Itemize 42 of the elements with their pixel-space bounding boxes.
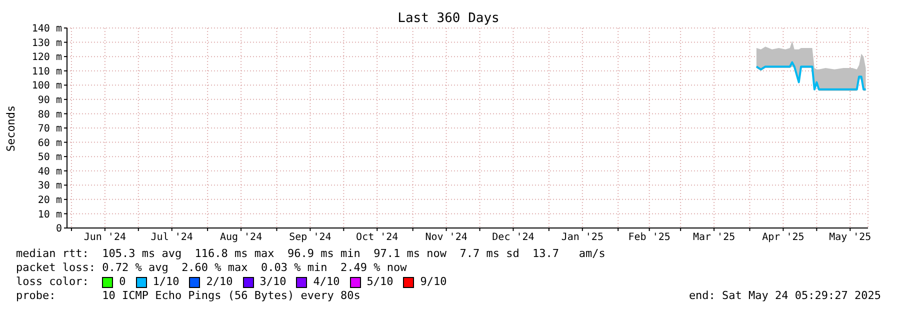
y-tick-label: 80 m <box>38 109 62 120</box>
y-tick-label: 0 <box>56 224 62 235</box>
text: probe: 10 ICMP Echo Pings (56 Bytes) every 80s <box>16 289 360 303</box>
y-tick-label: 110 m <box>32 66 62 78</box>
x-tick-label: Apr '25 <box>762 232 804 244</box>
y-tick-label: 30 m <box>38 180 62 192</box>
y-tick-label: 120 m <box>32 52 62 64</box>
legend-label: 4/10 <box>312 275 340 289</box>
legend-label: 3/10 <box>258 275 286 289</box>
x-tick-label: Jun '24 <box>84 232 126 244</box>
y-tick-label: 90 m <box>38 94 62 106</box>
y-tick-label: 10 m <box>38 209 62 220</box>
x-tick-label: Feb '25 <box>628 232 670 244</box>
y-tick-label: 130 m <box>32 38 62 49</box>
x-tick-label: Sep '24 <box>289 232 332 244</box>
x-tick-label: Nov '24 <box>425 232 468 244</box>
y-tick-label: 60 m <box>38 138 62 149</box>
legend-label: 1/10 <box>152 275 180 289</box>
text: end: Sat May 24 05:29:27 2025 <box>688 289 881 303</box>
x-tick-label: Aug '24 <box>220 232 262 244</box>
line-series <box>755 61 867 90</box>
x-tick-label: Mar '25 <box>692 232 736 244</box>
y-tick-label: 20 m <box>38 194 62 206</box>
legend-label: 2/10 <box>205 275 233 289</box>
legend-label: 0 <box>118 275 126 289</box>
chart-title: Last 360 Days <box>398 11 500 26</box>
y-tick-label: 70 m <box>38 124 62 135</box>
x-tick-label: May '25 <box>829 232 872 244</box>
y-tick-label: 50 m <box>38 152 62 164</box>
y-tick-label: 140 m <box>32 24 62 35</box>
x-tick-label: Jul '24 <box>150 232 193 244</box>
legend-title: loss color: <box>16 275 90 289</box>
x-tick-label: Oct '24 <box>356 232 398 244</box>
legend-label: 5/10 <box>366 275 394 289</box>
text: median rtt: 105.3 ms avg 116.8 ms max 96.9 ms min 97.1 ms now 7.7 ms sd 13.7 am/s <box>16 247 606 261</box>
y-tick-label: 40 m <box>38 166 62 178</box>
x-tick-label: Dec '24 <box>492 232 534 244</box>
text: packet loss: 0.72 % avg 2.60 % max 0.03 % min 2.49 % now <box>16 261 408 275</box>
legend-label: 9/10 <box>419 275 447 289</box>
y-tick-label: 100 m <box>32 80 62 92</box>
y-axis-title: Seconds <box>4 104 18 152</box>
x-tick-label: Jan '25 <box>561 232 604 244</box>
